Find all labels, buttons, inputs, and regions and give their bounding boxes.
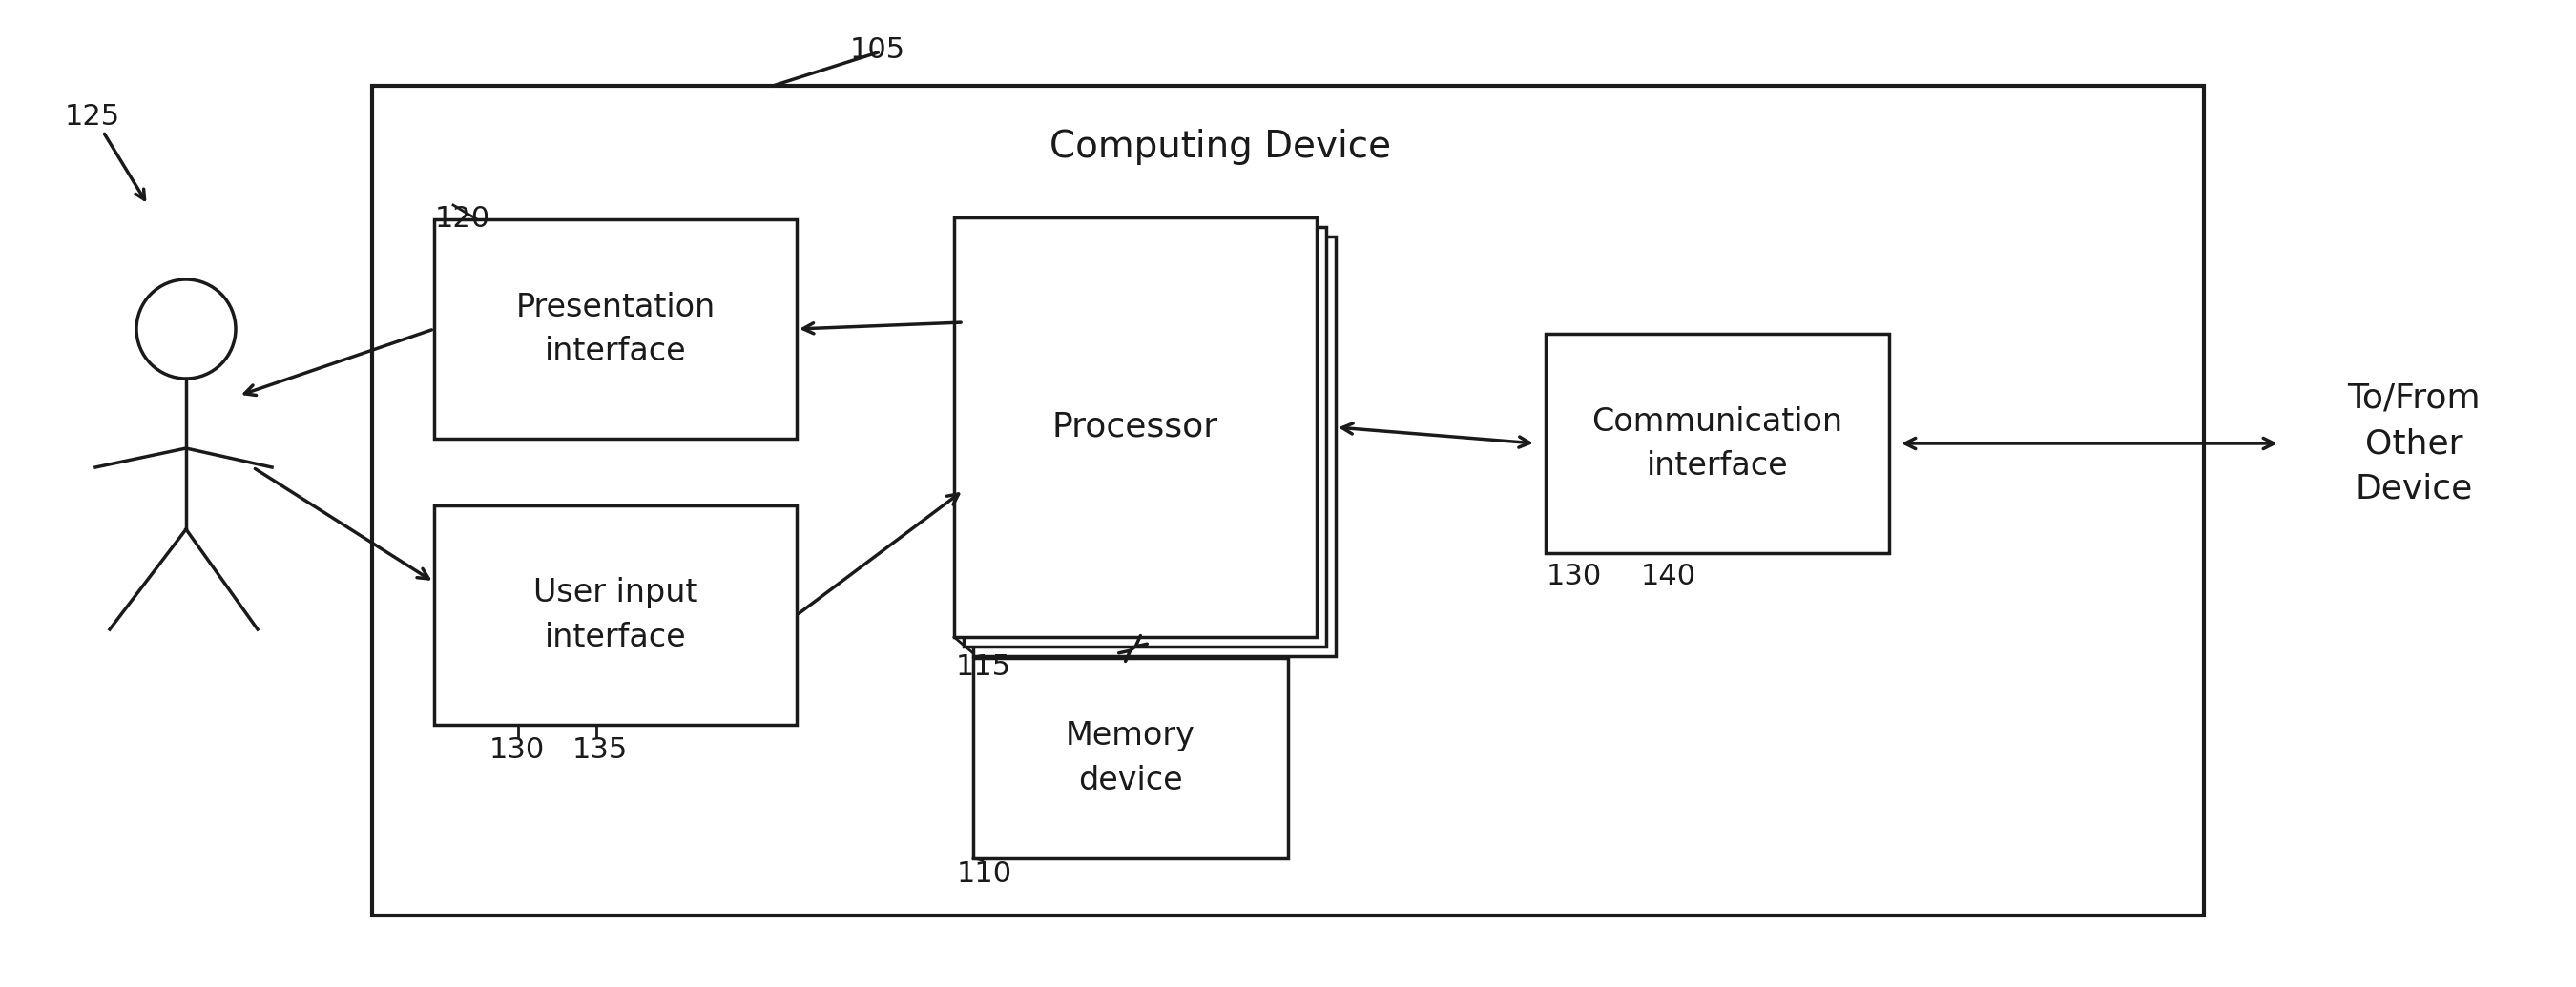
Text: 105: 105 [850, 37, 907, 64]
Bar [371, 86, 2205, 916]
Bar [435, 219, 796, 438]
Bar [974, 658, 1288, 859]
Text: User input
interface: User input interface [533, 577, 698, 652]
Text: 110: 110 [956, 860, 1012, 888]
Text: Computing Device: Computing Device [1048, 128, 1391, 165]
Text: 120: 120 [435, 205, 489, 233]
Bar [953, 217, 1316, 637]
Bar [963, 227, 1327, 646]
Text: Memory
device: Memory device [1066, 721, 1195, 796]
Text: 140: 140 [1641, 563, 1698, 590]
Text: To/From
Other
Device: To/From Other Device [2347, 382, 2481, 505]
Text: 130: 130 [1546, 563, 1602, 590]
Text: Processor: Processor [1051, 411, 1218, 443]
Bar [1546, 334, 1888, 553]
Text: 135: 135 [572, 736, 629, 764]
Text: Presentation
interface: Presentation interface [515, 291, 716, 366]
Text: Communication
interface: Communication interface [1592, 406, 1842, 481]
Text: 130: 130 [489, 736, 546, 764]
Text: 115: 115 [956, 653, 1012, 681]
Bar [974, 237, 1337, 656]
Text: 125: 125 [64, 103, 121, 130]
Bar [435, 505, 796, 724]
